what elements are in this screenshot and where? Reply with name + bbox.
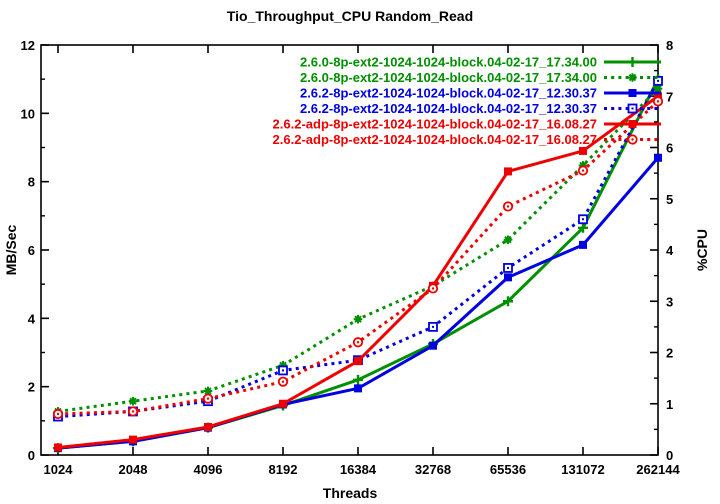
- y-tick-label: 0: [28, 448, 35, 463]
- legend-label-2: 2.6.0-8p-ext2-1024-1024-block.04-02-17_1…: [300, 70, 597, 85]
- data-point-marker: [54, 443, 62, 452]
- data-point-marker: [202, 393, 214, 404]
- data-point-marker: [127, 406, 139, 417]
- x-tick-label: 131072: [561, 462, 604, 477]
- data-point-marker: [653, 84, 663, 93]
- data-point-marker: [278, 361, 288, 370]
- data-point-marker: [627, 103, 638, 114]
- data-point-marker: [628, 73, 637, 82]
- data-point-marker: [128, 396, 138, 406]
- data-point-marker: [352, 337, 364, 348]
- y2-tick-label: 3: [666, 294, 673, 309]
- data-point-marker: [203, 386, 213, 396]
- data-point-marker: [354, 384, 362, 393]
- data-point-marker: [653, 75, 663, 86]
- y-tick-label: 2: [28, 380, 35, 395]
- data-point-marker: [578, 222, 588, 233]
- data-point-marker: [579, 240, 587, 249]
- data-point-marker: [503, 296, 513, 307]
- data-point-marker: [577, 165, 589, 176]
- data-point-marker: [129, 435, 137, 444]
- y-tick-label: 8: [28, 175, 35, 190]
- legend-label-6: 2.6.2-adp-8p-ext2-1024-1024-block.04-02-…: [273, 132, 597, 147]
- x-tick-label: 8192: [269, 462, 298, 477]
- legend-label-1: 2.6.0-8p-ext2-1024-1024-block.04-02-17_1…: [300, 55, 597, 70]
- data-point-marker: [628, 120, 637, 128]
- data-point-marker: [354, 357, 362, 366]
- data-point-marker: [579, 146, 587, 155]
- x-tick-label: 2048: [119, 462, 148, 477]
- legend: 2.6.0-8p-ext2-1024-1024-block.04-02-17_1…: [273, 55, 661, 147]
- data-point-marker: [654, 92, 662, 101]
- data-point-marker: [427, 283, 439, 294]
- data-point-marker: [652, 96, 664, 107]
- series-line-3: [57, 156, 660, 450]
- chart-title: Tio_Throughput_CPU Random_Read: [227, 8, 473, 24]
- data-point-marker: [278, 365, 288, 376]
- x-tick-label: 16384: [340, 462, 377, 477]
- data-point-marker: [628, 89, 637, 97]
- y-tick-label: 6: [28, 243, 35, 258]
- data-point-marker: [503, 235, 513, 245]
- y2-tick-label: 7: [666, 89, 673, 104]
- y2-tick-label: 5: [666, 192, 673, 207]
- data-point-marker: [654, 153, 662, 162]
- data-point-marker: [627, 57, 638, 67]
- y2-tick-label: 6: [666, 141, 673, 156]
- y-axis-label: MB/Sec: [3, 225, 19, 276]
- data-point-marker: [52, 408, 64, 420]
- data-point-marker: [503, 263, 513, 273]
- legend-label-3: 2.6.2-8p-ext2-1024-1024-block.04-02-17_1…: [300, 86, 597, 101]
- x-tick-label: 1024: [44, 462, 74, 477]
- x-tick-label: 4096: [194, 462, 223, 477]
- data-point-marker: [428, 321, 438, 332]
- data-point-marker: [627, 134, 638, 145]
- y2-tick-label: 8: [666, 38, 673, 53]
- data-point-marker: [429, 341, 437, 350]
- data-point-marker: [578, 161, 588, 170]
- y2-tick-label: 4: [666, 243, 674, 258]
- y2-tick-label: 2: [666, 346, 673, 361]
- series-line-5: [57, 95, 659, 449]
- data-point-marker: [578, 214, 588, 225]
- data-point-marker: [204, 422, 212, 431]
- legend-label-5: 2.6.2-adp-8p-ext2-1024-1024-block.04-02-…: [273, 117, 597, 132]
- data-point-marker: [502, 201, 514, 212]
- y-tick-label: 4: [28, 311, 36, 326]
- data-point-marker: [353, 314, 363, 324]
- data-point-marker: [504, 273, 512, 282]
- y2-tick-label: 0: [666, 448, 673, 463]
- y-tick-label: 12: [21, 38, 35, 53]
- x-tick-label: 65536: [490, 462, 526, 477]
- legend-label-4: 2.6.2-8p-ext2-1024-1024-block.04-02-17_1…: [300, 101, 597, 116]
- y-tick-label: 10: [21, 106, 35, 121]
- series-line-6: [57, 100, 660, 416]
- y2-tick-label: 1: [666, 397, 673, 412]
- data-point-marker: [504, 167, 512, 176]
- data-point-marker: [353, 374, 363, 385]
- x-tick-label: 262144: [636, 462, 680, 477]
- x-axis-label: Threads: [323, 485, 378, 501]
- data-point-marker: [279, 399, 287, 408]
- x-tick-label: 32768: [415, 462, 451, 477]
- y2-axis-label: %CPU: [694, 229, 710, 271]
- data-point-marker: [277, 376, 289, 387]
